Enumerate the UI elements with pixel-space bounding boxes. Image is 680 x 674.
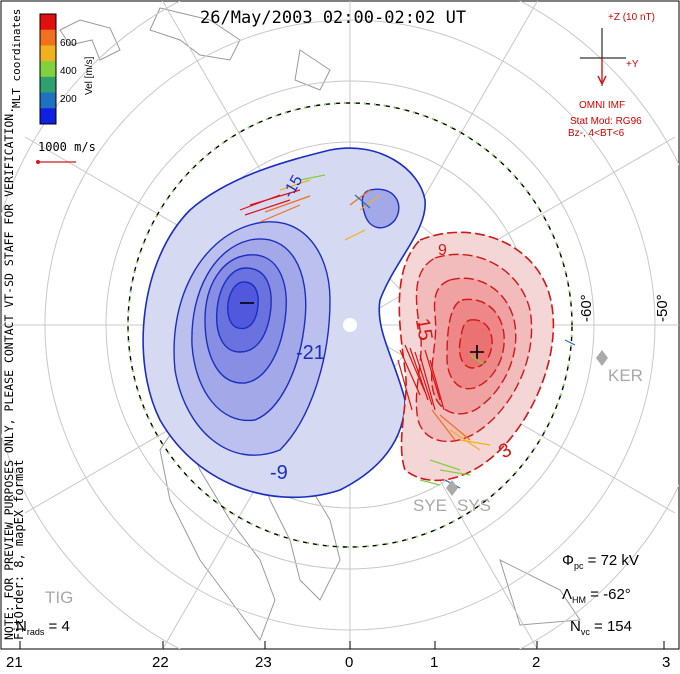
color-bar-border: [39, 13, 57, 125]
mlt-label-23: 23: [255, 654, 272, 671]
phi-subscript: pc: [573, 561, 584, 571]
mlt-label-1: 1: [430, 654, 439, 671]
color-bar-segment: [40, 29, 56, 46]
color-tick-600: 600: [60, 38, 77, 49]
hm-boundary-markers: [127, 102, 573, 548]
lat-label-60: -60°: [578, 294, 595, 322]
color-tick-200: 200: [60, 94, 77, 105]
station-tig: TIG: [45, 588, 74, 607]
imf-z-label: +Z (10 nT): [608, 12, 655, 23]
imf-dial: [580, 28, 626, 86]
color-bar-segment: [40, 108, 56, 125]
hm-latitude: ΛHM = -62°: [562, 586, 631, 605]
imf-condition-label: Bz-, 4<BT<6: [568, 128, 625, 139]
contour-label-neg-21: -21: [296, 342, 325, 364]
lambda-value: = -62°: [590, 586, 631, 603]
velocity-scale-label: Vel [m/s]: [84, 56, 95, 95]
imf-y-label: +Y: [626, 59, 639, 70]
velocity-color-bar: [39, 13, 57, 125]
imf-source-label: OMNI IMF: [579, 100, 626, 111]
lat-label-50: -50°: [654, 294, 671, 322]
mlt-label-21: 21: [6, 654, 23, 671]
color-bar-segment: [40, 14, 56, 31]
vector-count: Nvc = 154: [570, 618, 632, 637]
station-sye: SYE: [413, 496, 448, 515]
map-title: 26/May/2003 02:00-02:02 UT: [200, 8, 467, 28]
preview-note: NOTE: FOR PREVIEW PURPOSES ONLY, PLEASE …: [2, 106, 16, 640]
contour-label-pos-9: 9: [438, 242, 447, 259]
reference-vector-label: 1000 m/s: [38, 140, 96, 154]
velocity-vectors: [239, 174, 576, 489]
nrads-subscript: rads: [26, 627, 45, 637]
mlt-label-2: 2: [532, 654, 541, 671]
nvc-value: = 154: [594, 618, 632, 635]
station-sys: SYS: [457, 496, 492, 515]
cross-polar-potential: Φpc = 72 kV: [562, 552, 639, 571]
coordinate-label: MLT coordinates: [10, 8, 23, 108]
lambda-symbol: Λ: [562, 586, 573, 603]
pole-marker: [343, 318, 357, 332]
nvc-subscript: vc: [580, 627, 590, 637]
contour-label-neg-9: -9: [270, 462, 288, 484]
mlt-label-3: 3: [662, 654, 671, 671]
mlt-ticks: [19, 641, 665, 649]
nrads-value: = 4: [48, 618, 70, 635]
stat-model-label: Stat Mod: RG96: [570, 116, 642, 127]
nvc-symbol: N: [570, 618, 581, 635]
phi-symbol: Φ: [562, 552, 574, 569]
lambda-subscript: HM: [572, 595, 587, 605]
phi-value: = 72 kV: [587, 552, 639, 569]
contour-label-pos-15: 15: [410, 316, 437, 343]
radar-count: Nrads = 4: [16, 618, 70, 637]
station-markers: [446, 350, 608, 496]
mlt-label-0: 0: [345, 654, 354, 671]
color-bar-segment: [40, 76, 56, 94]
mlt-label-22: 22: [152, 654, 169, 671]
station-ker: KER: [608, 366, 643, 385]
color-tick-400: 400: [60, 66, 77, 77]
color-bar-segment: [40, 61, 56, 78]
color-bar-segment: [40, 45, 56, 62]
nrads-symbol: N: [16, 618, 27, 635]
color-bar-segment: [40, 92, 56, 109]
reference-vector-origin: [36, 160, 40, 164]
